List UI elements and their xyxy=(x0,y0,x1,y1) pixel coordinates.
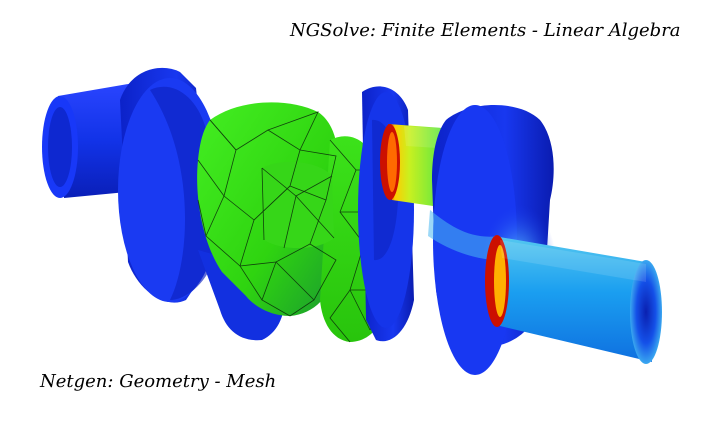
middle-flange xyxy=(358,86,414,342)
caption-ngsolve: NGSolve: Finite Elements - Linear Algebr… xyxy=(290,20,681,41)
right-shaft xyxy=(485,235,662,364)
caption-netgen: Netgen: Geometry - Mesh xyxy=(40,371,277,392)
